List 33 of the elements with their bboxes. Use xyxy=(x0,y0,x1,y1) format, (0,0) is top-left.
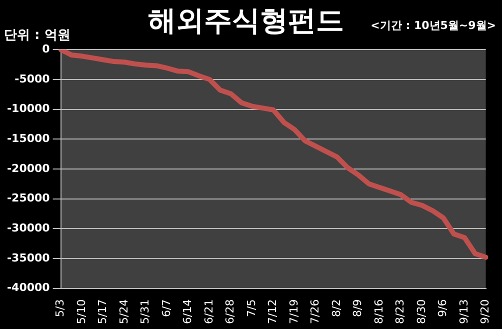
x-tick-label: 9/20 xyxy=(478,299,492,324)
y-tick-label: -20000 xyxy=(6,162,50,175)
x-tick-label: 8/16 xyxy=(372,299,386,324)
x-tick-label: 7/19 xyxy=(287,299,300,324)
x-tick-label: 5/31 xyxy=(138,299,152,324)
y-tick-label: -10000 xyxy=(6,102,50,116)
x-tick-label: 9/6 xyxy=(436,299,450,317)
x-tick-label: 6/28 xyxy=(224,299,237,324)
y-tick-label: 0 xyxy=(42,42,50,56)
x-tick-label: 7/26 xyxy=(308,299,322,324)
text: 단위 : 억원 xyxy=(4,27,70,44)
chart-title: 해외주식형펀드 xyxy=(148,4,344,38)
y-tick-label: -35000 xyxy=(6,251,50,264)
x-tick-label: 7/5 xyxy=(244,299,258,317)
x-tick-label: 5/17 xyxy=(96,299,110,324)
y-tick-label: -5000 xyxy=(14,72,50,86)
y-tick-label: -30000 xyxy=(6,221,50,234)
x-tick-label: 7/12 xyxy=(266,299,280,324)
x-tick-label: 8/30 xyxy=(414,299,428,324)
x-tick-label: 8/9 xyxy=(351,299,364,317)
y-tick-label: -15000 xyxy=(6,132,50,145)
x-tick-label: 6/21 xyxy=(202,299,216,324)
x-tick-label: 8/23 xyxy=(394,299,407,324)
x-tick-label: 5/24 xyxy=(117,299,130,324)
text: <기간 : 10년5월~9월> xyxy=(370,18,496,33)
y-tick-label: -40000 xyxy=(6,281,50,294)
y-tick-label: -25000 xyxy=(6,192,50,205)
x-tick-label: 5/10 xyxy=(74,299,88,324)
x-tick-label: 6/14 xyxy=(181,299,194,324)
x-tick-label: 5/3 xyxy=(54,299,67,317)
x-tick-label: 9/13 xyxy=(457,299,470,324)
x-tick-label: 6/7 xyxy=(160,299,173,317)
x-tick-label: 8/2 xyxy=(330,299,343,317)
